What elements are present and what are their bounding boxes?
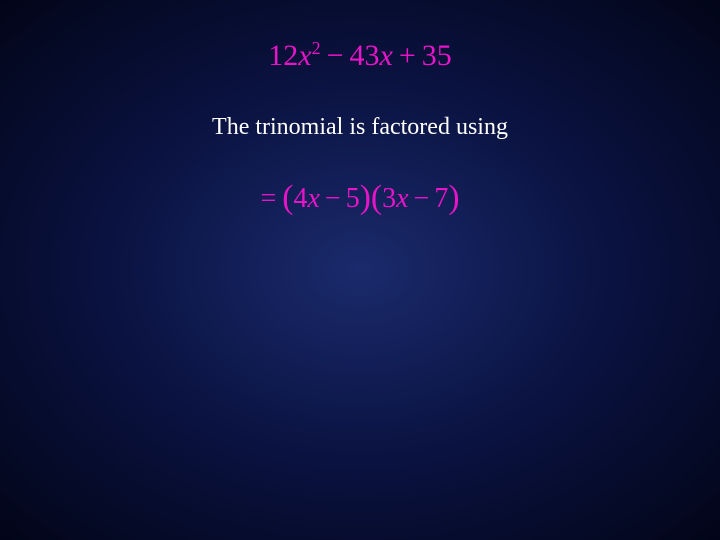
f2-coef: 3 <box>382 183 396 214</box>
term-b-coef: 43 <box>350 39 380 72</box>
f1-var: x <box>307 183 319 214</box>
trinomial-expression: 12x2−43x+35 <box>0 38 720 73</box>
f1-op: − <box>320 183 346 214</box>
term-a-var: x <box>298 39 311 72</box>
caption-text: The trinomial is factored using <box>0 114 720 141</box>
term-a-exp: 2 <box>312 38 321 58</box>
rparen-1: ) <box>360 179 371 216</box>
f1-const: 5 <box>346 183 360 214</box>
f2-op: − <box>409 183 435 214</box>
factored-expression: =(4x−5)(3x−7) <box>0 178 720 216</box>
f2-const: 7 <box>434 183 448 214</box>
op-2: + <box>393 39 422 72</box>
term-c: 35 <box>422 39 452 72</box>
rparen-2: ) <box>448 179 459 216</box>
f2-var: x <box>396 183 408 214</box>
term-b-var: x <box>380 39 393 72</box>
op-1: − <box>321 39 350 72</box>
slide: 12x2−43x+35 The trinomial is factored us… <box>0 0 720 540</box>
equals-sign: = <box>260 183 282 214</box>
lparen-1: ( <box>282 179 293 216</box>
lparen-2: ( <box>371 179 382 216</box>
f1-coef: 4 <box>293 183 307 214</box>
term-a-coef: 12 <box>268 39 298 72</box>
